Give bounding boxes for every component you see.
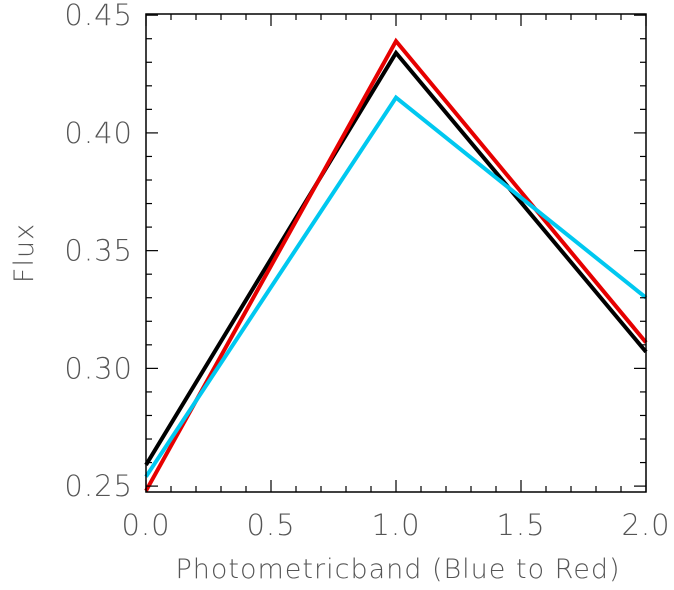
x-tick-label: 0.5 xyxy=(246,508,295,542)
y-tick-label: 0.35 xyxy=(64,234,133,268)
ticks-layer xyxy=(145,14,647,492)
y-tick-label: 0.30 xyxy=(64,351,133,385)
y-tick-labels: 0.25 0.30 0.35 0.40 0.45 xyxy=(64,0,133,503)
y-tick-label: 0.45 xyxy=(64,0,133,32)
x-tick-label: 2.0 xyxy=(621,508,670,542)
y-tick-label: 0.25 xyxy=(64,469,133,503)
plot-frame xyxy=(145,13,647,493)
x-axis-label: Photometricband (Blue to Red) xyxy=(175,554,620,585)
y-axis-label: Flux xyxy=(9,223,40,283)
series-layer xyxy=(144,37,648,492)
x-tick-label: 0.0 xyxy=(121,508,170,542)
x-tick-label: 1.5 xyxy=(496,508,545,542)
y-tick-label: 0.40 xyxy=(64,116,133,150)
x-tick-label: 1.0 xyxy=(371,508,420,542)
series-line-3 xyxy=(144,94,648,478)
x-tick-labels: 0.0 0.5 1.0 1.5 2.0 xyxy=(121,508,670,542)
series-line-2 xyxy=(144,37,648,492)
series-line-1 xyxy=(144,49,648,466)
